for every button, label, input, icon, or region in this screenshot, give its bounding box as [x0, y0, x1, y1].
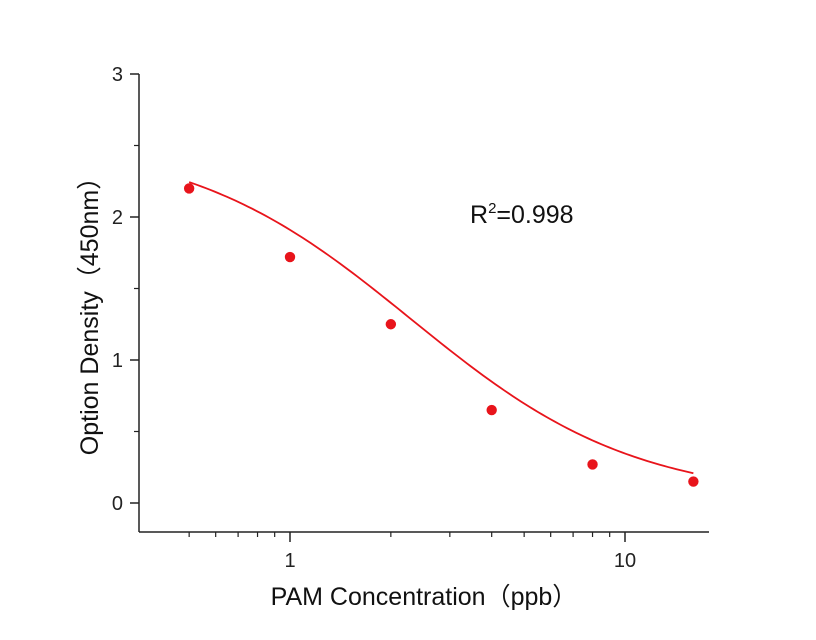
data-points [183, 183, 699, 487]
x-axis-title: PAM Concentration（ppb） [271, 583, 578, 611]
y-axis-title: Option Density（450nm） [76, 165, 104, 455]
y-tick-label: 1 [112, 350, 123, 372]
y-tick-label: 2 [112, 207, 123, 229]
r-squared-value: =0.998 [496, 201, 573, 229]
data-point [284, 251, 296, 263]
data-point [688, 476, 699, 487]
x-ticks: 1 10 [188, 532, 636, 572]
r-squared-superscript: 2 [488, 200, 496, 217]
x-tick-label: 1 [284, 550, 295, 572]
r-squared-base: R [470, 201, 488, 229]
data-point [486, 404, 497, 416]
data-point [587, 459, 598, 470]
y-tick-label: 0 [112, 493, 123, 515]
y-tick-label: 3 [112, 64, 123, 86]
y-ticks: 0 1 2 3 [112, 64, 139, 515]
data-point [183, 183, 195, 194]
r-squared-annotation: R2=0.998 [470, 200, 574, 229]
fit-curve [188, 181, 694, 475]
axes [138, 74, 709, 533]
x-tick-label: 10 [614, 550, 636, 572]
data-point [385, 319, 397, 330]
